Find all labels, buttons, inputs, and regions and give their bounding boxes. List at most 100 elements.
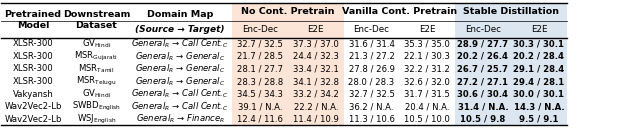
Bar bbox=[1, 113, 65, 125]
Bar bbox=[128, 75, 232, 88]
Bar bbox=[232, 38, 288, 50]
Text: 20.2 / 28.4: 20.2 / 28.4 bbox=[513, 52, 564, 61]
Text: $\mathrm{GV}_{\mathrm{Hindi}}$: $\mathrm{GV}_{\mathrm{Hindi}}$ bbox=[82, 88, 111, 100]
Bar bbox=[1, 100, 65, 113]
Text: General$_R$ → Finance$_R$: General$_R$ → Finance$_R$ bbox=[136, 113, 225, 125]
Bar bbox=[1, 3, 65, 38]
Bar bbox=[455, 3, 511, 38]
Text: $\mathrm{MSR}_{\mathrm{Tamil}}$: $\mathrm{MSR}_{\mathrm{Tamil}}$ bbox=[78, 63, 115, 75]
Text: 32.7 / 32.5: 32.7 / 32.5 bbox=[237, 39, 283, 48]
Text: Wav2Vec2-Lb: Wav2Vec2-Lb bbox=[4, 115, 61, 124]
Bar bbox=[511, 38, 567, 50]
Bar bbox=[65, 50, 128, 63]
Bar bbox=[65, 113, 128, 125]
Bar bbox=[344, 100, 399, 113]
Text: E2E: E2E bbox=[308, 25, 324, 34]
Bar bbox=[65, 100, 128, 113]
Text: (Source → Target): (Source → Target) bbox=[136, 25, 225, 34]
Bar bbox=[344, 38, 399, 50]
Text: 11.4 / 10.9: 11.4 / 10.9 bbox=[293, 115, 339, 124]
Bar bbox=[455, 63, 511, 75]
Bar bbox=[65, 88, 128, 100]
Bar bbox=[511, 75, 567, 88]
Text: 29.4 / 28.1: 29.4 / 28.1 bbox=[513, 77, 564, 86]
Bar bbox=[128, 38, 232, 50]
Bar bbox=[399, 50, 455, 63]
Text: 27.8 / 26.9: 27.8 / 26.9 bbox=[349, 65, 394, 73]
Bar bbox=[344, 75, 399, 88]
Text: 31.6 / 31.4: 31.6 / 31.4 bbox=[349, 39, 394, 48]
Text: Vanilla Cont. Pretrain: Vanilla Cont. Pretrain bbox=[342, 7, 457, 16]
Text: Enc-Dec: Enc-Dec bbox=[465, 25, 501, 34]
Text: XLSR-300: XLSR-300 bbox=[13, 52, 53, 61]
Text: Stable Distillation: Stable Distillation bbox=[463, 7, 559, 16]
Text: 14.3 / N.A.: 14.3 / N.A. bbox=[513, 102, 564, 111]
Text: General$_R$ → Call Cent.$_C$: General$_R$ → Call Cent.$_C$ bbox=[131, 88, 229, 100]
Text: 20.2 / 26.4: 20.2 / 26.4 bbox=[458, 52, 508, 61]
Bar bbox=[232, 100, 288, 113]
Bar bbox=[399, 113, 455, 125]
Bar bbox=[455, 113, 511, 125]
Text: $\mathrm{GV}_{\mathrm{Hindi}}$: $\mathrm{GV}_{\mathrm{Hindi}}$ bbox=[82, 38, 111, 50]
Text: 31.4 / N.A.: 31.4 / N.A. bbox=[458, 102, 508, 111]
Bar bbox=[128, 63, 232, 75]
Bar bbox=[65, 75, 128, 88]
Bar bbox=[511, 3, 567, 38]
Bar bbox=[288, 38, 344, 50]
Text: 21.3 / 27.2: 21.3 / 27.2 bbox=[349, 52, 394, 61]
Text: 24.4 / 32.3: 24.4 / 32.3 bbox=[293, 52, 339, 61]
Bar bbox=[399, 3, 455, 38]
Bar bbox=[344, 113, 399, 125]
Bar bbox=[455, 38, 511, 50]
Bar bbox=[1, 88, 65, 100]
Bar bbox=[232, 3, 288, 38]
Text: 33.4 / 32.1: 33.4 / 32.1 bbox=[293, 65, 339, 73]
Text: General$_R$ → Call Cent.$_C$: General$_R$ → Call Cent.$_C$ bbox=[131, 100, 229, 113]
Bar bbox=[232, 88, 288, 100]
Text: Pretrained
Model: Pretrained Model bbox=[4, 10, 61, 30]
Bar bbox=[344, 88, 399, 100]
Text: 28.9 / 27.7: 28.9 / 27.7 bbox=[458, 39, 508, 48]
Bar bbox=[128, 88, 232, 100]
Text: 26.7 / 25.7: 26.7 / 25.7 bbox=[458, 65, 508, 73]
Text: 27.2 / 27.1: 27.2 / 27.1 bbox=[458, 77, 508, 86]
Bar bbox=[455, 50, 511, 63]
Bar bbox=[511, 100, 567, 113]
Text: 22.1 / 30.3: 22.1 / 30.3 bbox=[404, 52, 450, 61]
Text: 30.3 / 30.1: 30.3 / 30.1 bbox=[513, 39, 564, 48]
Text: 34.1 / 32.8: 34.1 / 32.8 bbox=[293, 77, 339, 86]
Text: 22.2 / N.A.: 22.2 / N.A. bbox=[294, 102, 338, 111]
Text: 30.6 / 30.4: 30.6 / 30.4 bbox=[458, 90, 508, 99]
Bar bbox=[288, 113, 344, 125]
Bar bbox=[128, 50, 232, 63]
Text: Domain Map: Domain Map bbox=[147, 10, 213, 19]
Text: 33.2 / 34.2: 33.2 / 34.2 bbox=[293, 90, 339, 99]
Bar bbox=[288, 75, 344, 88]
Text: General$_R$ → General$_C$: General$_R$ → General$_C$ bbox=[135, 75, 225, 88]
Text: 31.7 / 31.5: 31.7 / 31.5 bbox=[404, 90, 450, 99]
Text: $\mathrm{SWBD}_{\mathrm{English}}$: $\mathrm{SWBD}_{\mathrm{English}}$ bbox=[72, 100, 121, 113]
Text: 39.1 / N.A.: 39.1 / N.A. bbox=[238, 102, 282, 111]
Bar bbox=[128, 3, 232, 38]
Text: 35.3 / 35.0: 35.3 / 35.0 bbox=[404, 39, 450, 48]
Text: $\mathrm{WSJ}_{\mathrm{English}}$: $\mathrm{WSJ}_{\mathrm{English}}$ bbox=[77, 113, 116, 126]
Text: 10.5 / 9.8: 10.5 / 9.8 bbox=[460, 115, 506, 124]
Bar bbox=[1, 50, 65, 63]
Bar bbox=[232, 63, 288, 75]
Text: Enc-Dec: Enc-Dec bbox=[242, 25, 278, 34]
Bar bbox=[65, 3, 128, 38]
Text: Downstream
Dataset: Downstream Dataset bbox=[63, 10, 130, 30]
Text: 21.7 / 28.5: 21.7 / 28.5 bbox=[237, 52, 283, 61]
Bar bbox=[1, 38, 65, 50]
Bar bbox=[128, 100, 232, 113]
Bar bbox=[1, 75, 65, 88]
Text: General$_R$ → Call Cent.$_C$: General$_R$ → Call Cent.$_C$ bbox=[131, 38, 229, 50]
Text: 29.1 / 28.4: 29.1 / 28.4 bbox=[513, 65, 564, 73]
Bar bbox=[511, 88, 567, 100]
Text: Vakyansh: Vakyansh bbox=[13, 90, 53, 99]
Bar bbox=[128, 113, 232, 125]
Text: 11.3 / 10.6: 11.3 / 10.6 bbox=[349, 115, 394, 124]
Bar bbox=[288, 63, 344, 75]
Bar bbox=[288, 100, 344, 113]
Bar bbox=[344, 63, 399, 75]
